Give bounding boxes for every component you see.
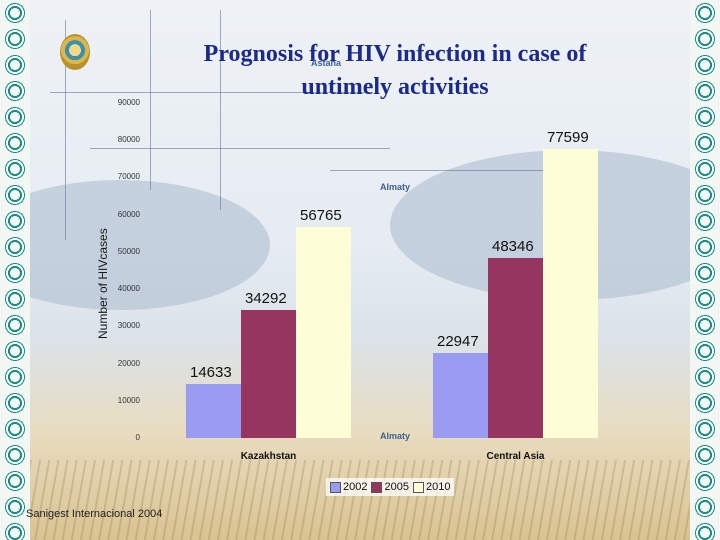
data-label: 56765 <box>300 206 342 224</box>
y-tick-label: 50000 <box>117 246 140 256</box>
y-tick-label: 90000 <box>117 98 140 107</box>
legend-swatch <box>330 481 341 493</box>
map-grid-line <box>65 20 66 240</box>
background-hill <box>30 180 270 310</box>
footer-credit: Sanigest Internacional 2004 <box>26 508 163 520</box>
legend-label: 2002 <box>343 481 368 493</box>
bar-2005-central-asia <box>488 258 543 438</box>
data-label: 34292 <box>245 290 287 308</box>
legend-label: 2005 <box>384 481 409 493</box>
chart-legend: 2002 2005 2010 <box>326 478 455 496</box>
map-label-almaty: Almaty <box>380 182 411 192</box>
data-label: 14633 <box>190 363 232 381</box>
map-grid-line <box>50 92 370 93</box>
y-tick-label: 70000 <box>117 172 140 182</box>
background-grass <box>30 460 690 540</box>
x-category-label: Kazakhstan <box>240 451 297 462</box>
map-grid-line <box>90 148 390 149</box>
map-grid-line <box>150 10 151 190</box>
legend-item-2002: 2002 <box>330 481 367 493</box>
y-tick-label: 10000 <box>117 395 140 405</box>
slide-title: Prognosis for HIV infection in case of u… <box>203 41 587 100</box>
y-tick-label: 20000 <box>117 358 140 368</box>
legend-item-2010: 2010 <box>412 481 451 493</box>
bar-2010-kazakhstan <box>296 226 351 438</box>
data-label: 77599 <box>547 129 589 147</box>
data-label: 48346 <box>492 238 534 256</box>
legend-item-2005: 2005 <box>371 481 409 493</box>
bar-2002-kazakhstan <box>186 383 241 438</box>
kazakhstan-emblem-icon <box>60 34 90 70</box>
y-tick-label: 60000 <box>117 209 140 219</box>
legend-label: 2010 <box>425 481 451 493</box>
y-tick-label: 80000 <box>117 135 140 145</box>
y-tick-label: 30000 <box>117 321 140 331</box>
y-tick-label: 0 <box>135 433 140 442</box>
data-label: 22947 <box>437 332 479 350</box>
legend-swatch <box>412 481 424 493</box>
x-category-label: Central Asia <box>486 451 545 462</box>
map-label-almaty: Almaty <box>380 431 411 441</box>
map-grid-line <box>330 170 590 171</box>
y-tick-label: 40000 <box>117 284 140 294</box>
bar-2010-central-asia <box>543 149 598 438</box>
ornament-border-left <box>0 0 30 540</box>
legend-swatch <box>371 481 383 493</box>
bar-2005-kazakhstan <box>241 310 296 438</box>
ornament-border-right <box>690 0 720 540</box>
map-label-astana: Astana <box>311 58 342 68</box>
bar-2002-central-asia <box>433 352 488 438</box>
map-grid-line <box>220 10 221 210</box>
